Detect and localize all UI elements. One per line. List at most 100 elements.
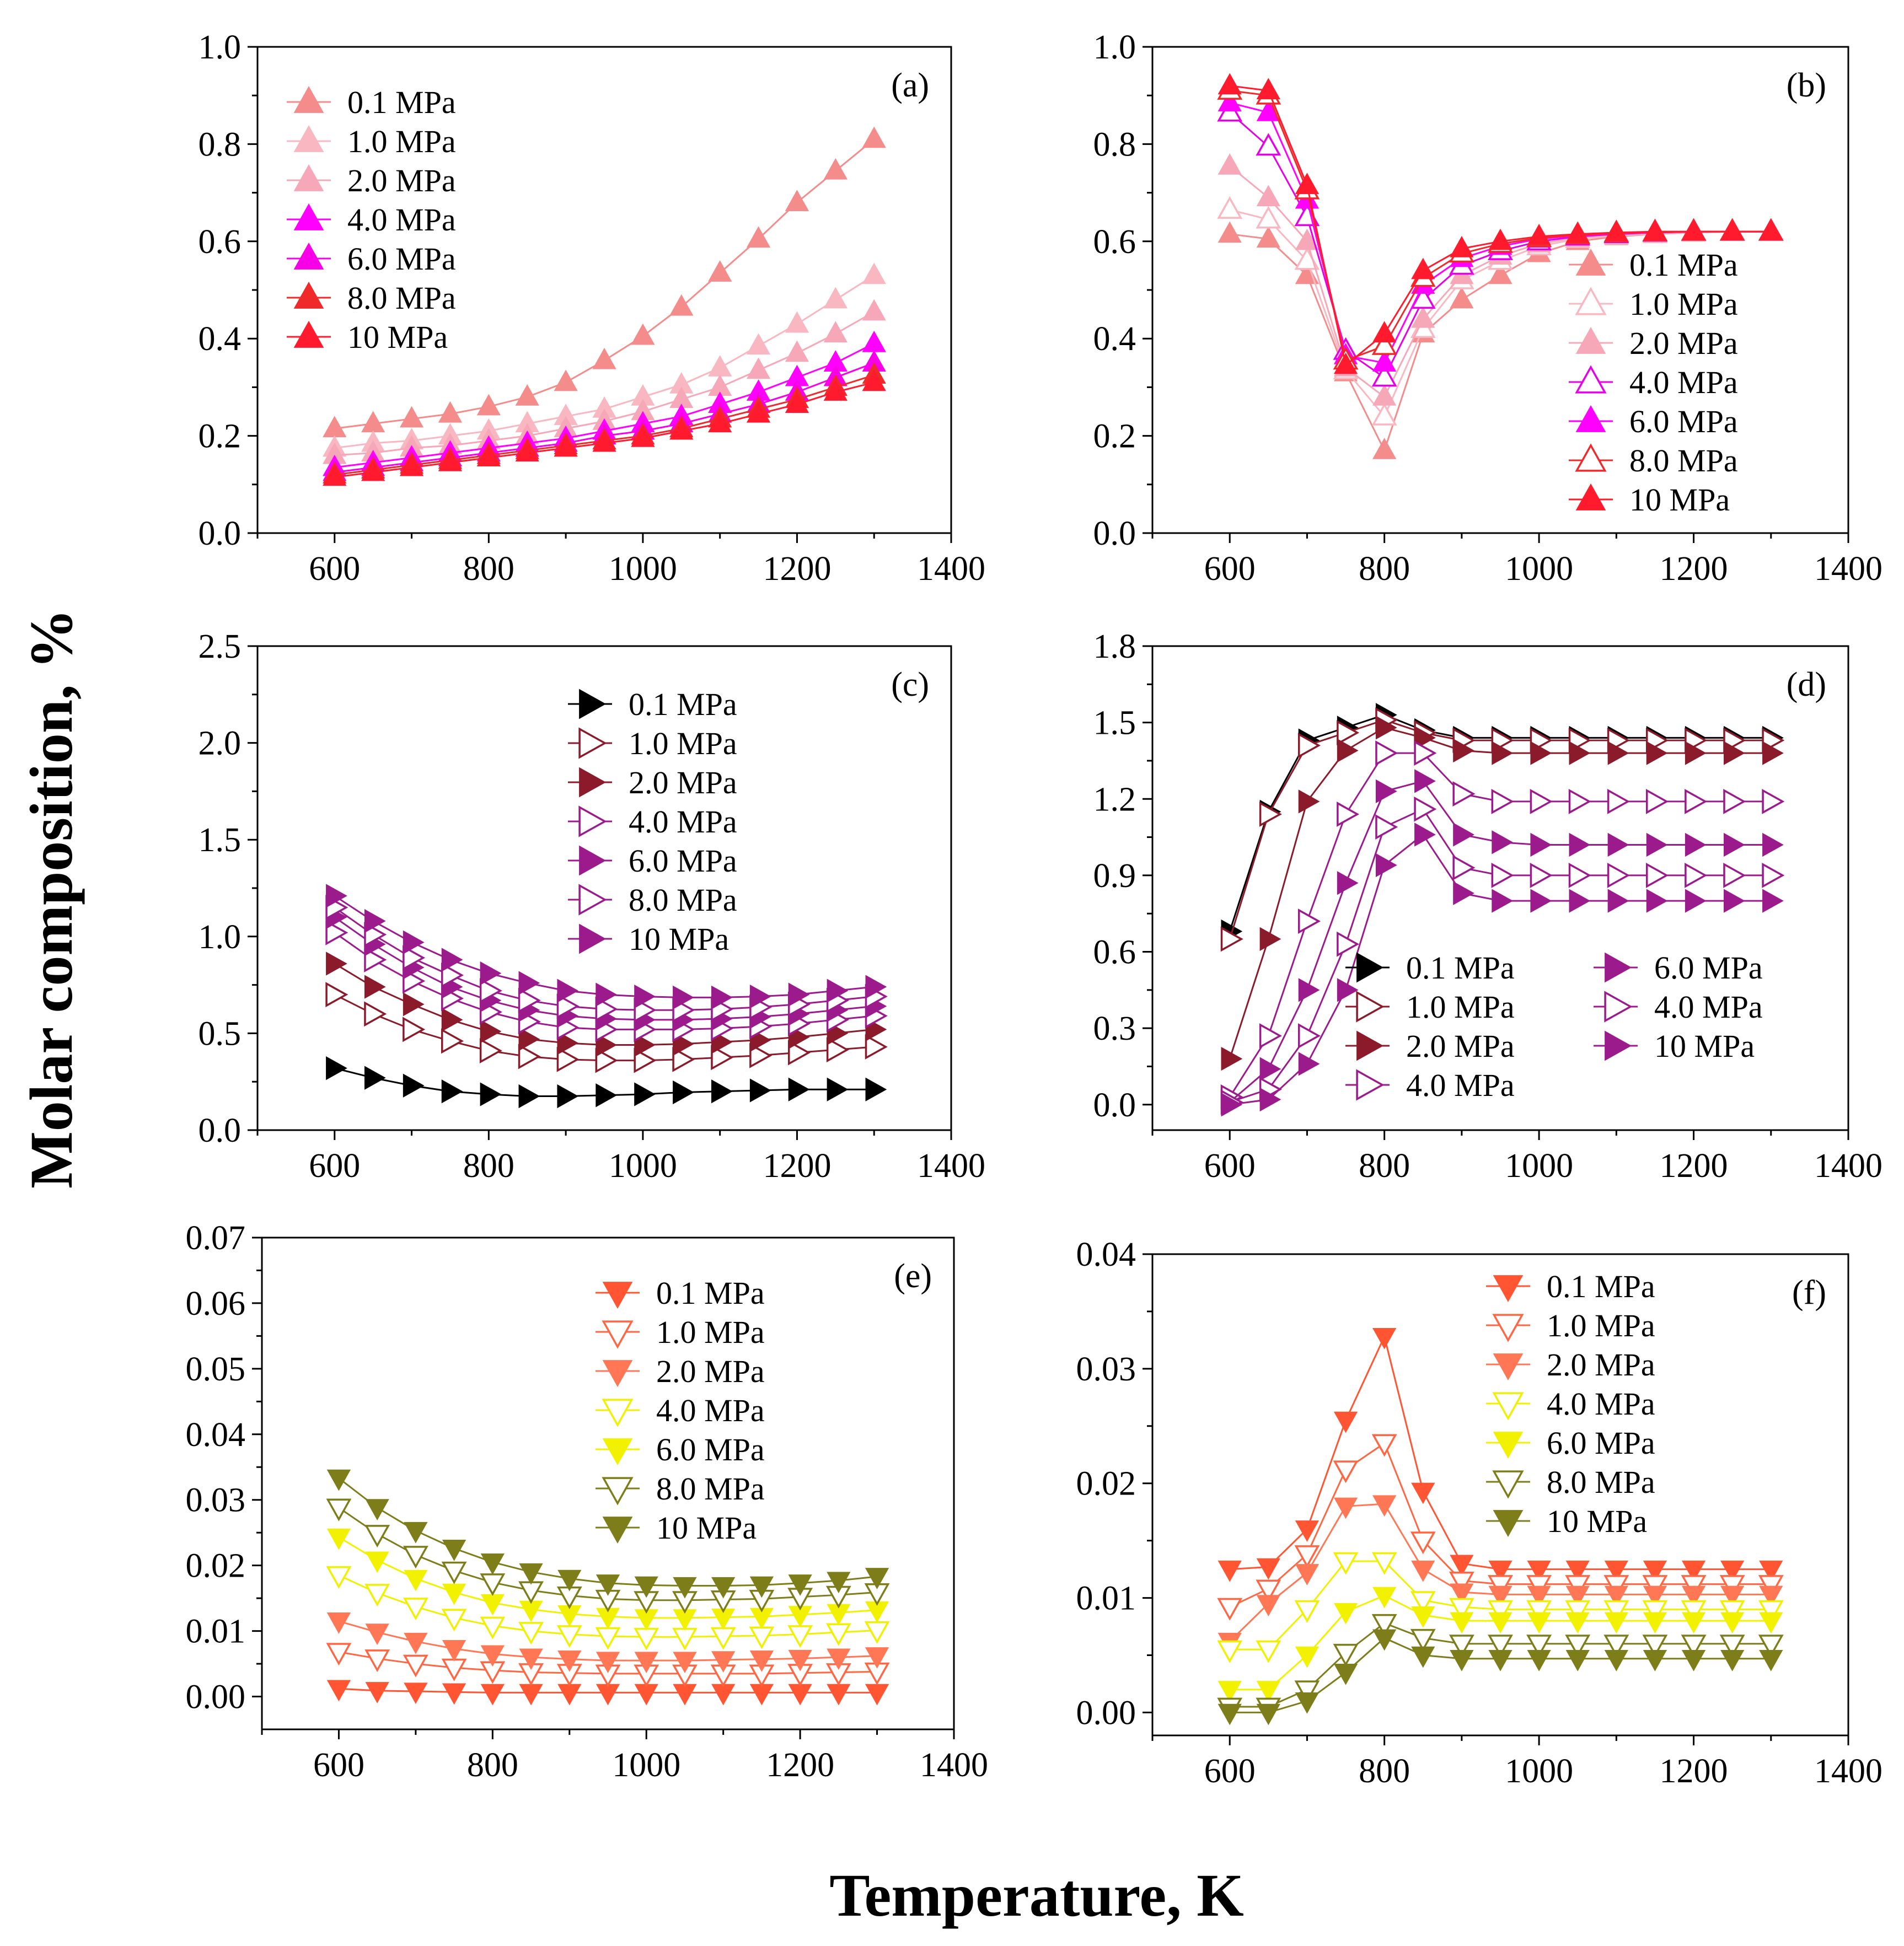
- data-point: [1449, 1571, 1474, 1594]
- data-point: [1333, 1643, 1359, 1667]
- data-point: [1337, 871, 1359, 895]
- data-point: [364, 947, 387, 972]
- data-point: [442, 1683, 466, 1705]
- legend-marker: [1356, 1030, 1384, 1061]
- data-point: [1569, 832, 1591, 857]
- data-point: [364, 1649, 390, 1673]
- panel-e: 600 800 1000 1200 14000.000.010.020.030.040.…: [186, 1219, 989, 1784]
- data-point: [518, 1044, 541, 1069]
- data-point: [1414, 740, 1437, 766]
- y-tick-label: 0.01: [1076, 1580, 1136, 1617]
- y-tick-label: 0.6: [199, 223, 242, 261]
- x-tick-label: 800: [1359, 550, 1410, 588]
- data-point: [365, 1551, 389, 1573]
- legend-marker: [579, 767, 607, 798]
- data-point: [865, 1647, 889, 1669]
- legend-label: 0.1 MPa: [1547, 1268, 1655, 1304]
- x-tick-label: 1000: [609, 1147, 677, 1185]
- data-point: [1530, 788, 1553, 814]
- data-point: [326, 1680, 351, 1702]
- data-point: [1372, 1495, 1397, 1517]
- data-point: [326, 1498, 352, 1522]
- data-point: [557, 1084, 579, 1109]
- x-tick-label: 1200: [766, 1746, 834, 1784]
- legend-label: 6.0 MPa: [347, 241, 456, 277]
- panel-f: 600 800 1000 1200 1400 0.00 0.01 0.02 0.03 0.04 (f…: [1076, 1236, 1883, 1790]
- data-point: [1411, 306, 1435, 328]
- data-point: [1759, 219, 1783, 240]
- data-point: [1681, 1635, 1707, 1658]
- data-point: [1604, 1560, 1628, 1582]
- data-point: [441, 1028, 464, 1054]
- legend-label: 2.0 MPa: [656, 1353, 765, 1389]
- data-point: [399, 454, 424, 476]
- data-point: [1221, 1093, 1243, 1117]
- data-point: [1411, 1646, 1435, 1668]
- data-point: [1295, 1564, 1320, 1585]
- data-point: [865, 1034, 888, 1060]
- data-point: [1298, 1052, 1320, 1076]
- legend-label: 4.0 MPa: [1654, 989, 1763, 1025]
- data-point: [749, 1042, 773, 1068]
- data-point: [1723, 862, 1746, 888]
- data-point: [1527, 223, 1551, 245]
- y-tick-label: 0.0: [199, 515, 242, 552]
- data-point: [365, 1682, 389, 1703]
- data-point: [1758, 1635, 1784, 1658]
- legend-label: 2.0 MPa: [1406, 1028, 1515, 1064]
- y-tick-label: 0.03: [186, 1482, 246, 1519]
- legend-marker: [1575, 405, 1606, 432]
- data-point: [326, 1528, 351, 1550]
- data-point: [480, 1684, 505, 1706]
- legend-label: 10 MPa: [1654, 1028, 1755, 1064]
- data-point: [596, 1574, 620, 1596]
- data-point: [1372, 1629, 1397, 1651]
- legend-marker: [602, 1282, 633, 1309]
- data-point: [1604, 1585, 1628, 1608]
- data-point: [557, 1031, 579, 1055]
- data-point: [592, 430, 616, 452]
- x-tick-label: 1400: [1814, 550, 1882, 588]
- data-point: [556, 1046, 580, 1072]
- data-point: [1720, 1650, 1745, 1671]
- data-point: [1720, 219, 1745, 240]
- legend-label: 6.0 MPa: [1629, 404, 1738, 439]
- panel-label: (e): [894, 1257, 932, 1295]
- x-axis-title: Temperature, K: [829, 1862, 1244, 1929]
- data-point: [1603, 1600, 1629, 1623]
- y-tick-label: 2.0: [199, 725, 242, 762]
- legend-marker: [602, 1517, 633, 1544]
- data-point: [1371, 1552, 1397, 1575]
- data-point: [554, 369, 578, 391]
- data-point: [1720, 1585, 1745, 1608]
- data-point: [1453, 881, 1474, 905]
- legend-marker: [578, 884, 607, 916]
- legend-label: 8.0 MPa: [1547, 1464, 1655, 1500]
- y-tick-label: 0.00: [186, 1679, 246, 1716]
- data-point: [1565, 1612, 1590, 1634]
- y-tick-label: 0.05: [186, 1351, 246, 1388]
- data-point: [515, 384, 539, 406]
- data-point: [1256, 1579, 1281, 1603]
- plot-frame: [1151, 645, 1849, 1131]
- data-point: [865, 1568, 889, 1589]
- x-tick-label: 1400: [917, 1147, 985, 1185]
- y-tick-label: 1.0: [199, 918, 242, 956]
- data-point: [1414, 823, 1436, 847]
- data-point: [1294, 1680, 1320, 1703]
- legend-label: 0.1 MPa: [1629, 247, 1738, 283]
- data-point: [634, 1033, 656, 1057]
- data-point: [631, 425, 655, 447]
- y-axis-ticks: 0.0 0.2 0.4 0.6 0.8 1.0: [199, 29, 258, 552]
- data-point: [1685, 832, 1707, 857]
- data-point: [326, 1056, 347, 1080]
- data-point: [862, 299, 886, 321]
- data-point: [785, 340, 809, 362]
- data-point: [323, 464, 347, 486]
- data-point: [1259, 927, 1281, 952]
- y-tick-label: 1.8: [1093, 628, 1136, 665]
- legend-marker: [579, 689, 607, 719]
- legend-label: 4.0 MPa: [656, 1393, 765, 1428]
